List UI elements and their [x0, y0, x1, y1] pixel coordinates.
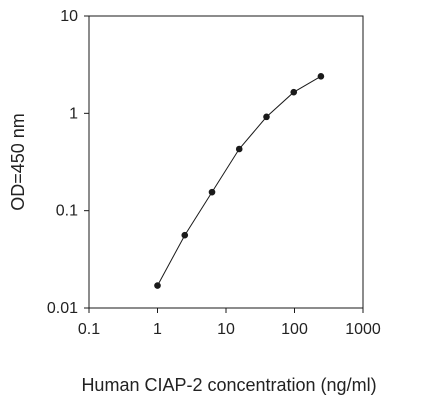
- x-axis-title: Human CIAP-2 concentration (ng/ml): [81, 375, 376, 395]
- data-points: [154, 73, 325, 289]
- data-point: [235, 145, 243, 153]
- y-axis-title: OD=450 nm: [8, 113, 28, 211]
- data-point: [263, 113, 270, 121]
- data-point: [208, 188, 216, 196]
- y-tick-label: 1: [69, 105, 78, 122]
- x-tick-label: 1: [153, 321, 162, 338]
- data-point: [154, 282, 161, 289]
- y-tick-label: 10: [60, 8, 78, 25]
- plot-frame: [88, 15, 364, 309]
- data-point: [317, 73, 325, 80]
- x-tick-label: 0.1: [78, 321, 100, 338]
- series-line: [157, 75, 322, 286]
- x-axis-ticks: 0.1 1 10 100 1000: [78, 308, 381, 338]
- x-tick-label: 10: [217, 321, 235, 338]
- x-tick-label: 1000: [345, 321, 381, 338]
- y-axis-ticks: 0.01 0.1 1 10: [47, 8, 89, 317]
- y-tick-label: 0.1: [56, 203, 78, 220]
- data-point: [181, 231, 189, 239]
- y-tick-label: 0.01: [47, 300, 78, 317]
- x-tick-label: 100: [281, 321, 308, 338]
- data-point: [290, 88, 298, 96]
